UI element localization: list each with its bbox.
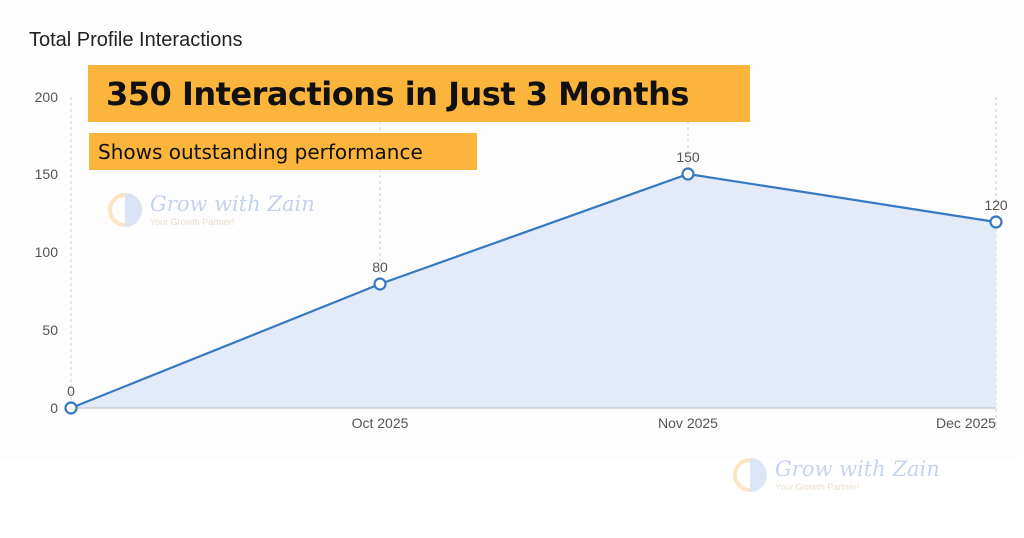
point-label: 80 xyxy=(372,259,388,275)
point-label: 150 xyxy=(676,149,700,165)
data-point[interactable] xyxy=(989,215,1003,229)
gz-logo-icon xyxy=(108,193,142,227)
series-line xyxy=(70,172,997,410)
y-tick: 0 xyxy=(50,400,58,416)
y-tick: 50 xyxy=(42,322,58,338)
watermark-tagline: Your Growth Partner! xyxy=(775,481,860,492)
area-fill xyxy=(71,174,996,408)
watermark: Grow with Zain Your Growth Partner! xyxy=(108,193,315,227)
subline-banner: Shows outstanding performance xyxy=(89,133,477,170)
chart-card: Total Profile Interactions 200 150 100 5… xyxy=(29,29,1008,431)
y-tick: 100 xyxy=(34,244,58,260)
watermark-brand: Grow with Zain xyxy=(150,191,315,216)
y-tick: 150 xyxy=(34,166,58,182)
watermark-brand: Grow with Zain xyxy=(775,456,940,481)
point-label: 0 xyxy=(67,383,75,399)
chart-title: Total Profile Interactions xyxy=(29,29,243,51)
x-tick: Nov 2025 xyxy=(658,415,718,431)
line-area-chart xyxy=(64,97,1003,430)
gz-logo-icon xyxy=(733,458,767,492)
x-tick: Oct 2025 xyxy=(351,415,409,431)
x-tick: Dec 2025 xyxy=(936,415,996,431)
data-point[interactable] xyxy=(373,277,387,291)
y-tick: 200 xyxy=(34,89,58,105)
headline-banner: 350 Interactions in Just 3 Months xyxy=(88,65,750,122)
data-point[interactable] xyxy=(64,401,78,415)
watermark-tagline: Your Growth Partner! xyxy=(150,216,235,227)
data-point[interactable] xyxy=(681,167,695,181)
point-label: 120 xyxy=(984,197,1008,213)
watermark: Grow with Zain Your Growth Partner! xyxy=(733,458,940,492)
